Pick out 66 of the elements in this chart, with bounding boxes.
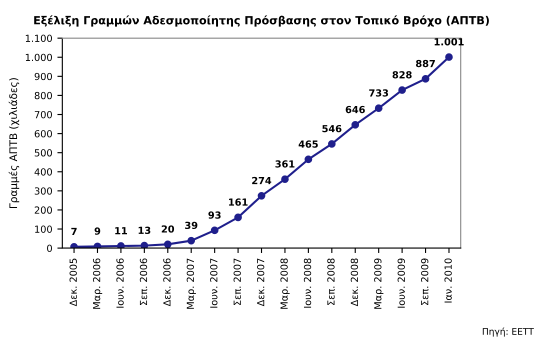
x-tick-label: Μαρ. 2007	[186, 258, 196, 309]
point	[351, 120, 360, 129]
data-label: 546	[322, 124, 342, 132]
y-tick-label: 100	[35, 226, 52, 233]
data-label: 465	[298, 140, 318, 148]
x-tick-label: Δεκ. 2008	[350, 258, 358, 306]
point	[164, 240, 172, 248]
point	[374, 104, 383, 112]
y-tick-label: 300	[34, 187, 52, 195]
point	[117, 242, 125, 248]
y-tick-label: 400	[34, 168, 52, 176]
y-tick-label: 700	[34, 110, 52, 118]
chart-title: Εξέλιξη Γραμμών Αδεσμοποίητης Πρόσβασης στον Τοπικό Βρόχο (ΑΠΤΒ)	[34, 15, 489, 27]
point	[398, 86, 406, 94]
x-tick-label: Σεπ. 2007	[234, 258, 241, 306]
x-tick-label: Ιουν. 2008	[304, 258, 312, 308]
data-label: 646	[346, 106, 365, 114]
y-tick-label: 500	[34, 149, 52, 157]
text: Πηγή: ΕΕΤΤ	[482, 327, 534, 337]
x-tick-label: Μαρ. 2008	[280, 258, 290, 309]
x-tick-label: Ιαν. 2010	[444, 258, 452, 303]
y-tick-label: 800	[34, 92, 52, 100]
x-tick-label: Ιουν. 2006	[116, 258, 124, 308]
x-tick-label: Δεκ. 2006	[163, 258, 171, 306]
y-tick-label: 1.100	[26, 34, 52, 42]
data-label: 274	[252, 176, 272, 184]
x-tick-label: Μαρ. 2006	[92, 258, 102, 309]
point	[445, 53, 453, 61]
data-label: 20	[162, 225, 174, 233]
y-tick-label: 0	[47, 244, 52, 252]
point	[258, 192, 266, 200]
point	[328, 140, 336, 148]
data-label: 361	[275, 160, 294, 168]
x-tick-label: Ιουν. 2007	[210, 258, 218, 308]
point	[187, 236, 196, 244]
point	[281, 175, 289, 184]
point	[422, 75, 430, 83]
data-label: 1.001	[434, 38, 464, 46]
x-tick-label: Ιουν. 2009	[398, 258, 405, 308]
y-tick-label: 1.000	[26, 54, 52, 62]
point	[210, 226, 218, 234]
x-tick-label: Σεπ. 2006	[140, 258, 148, 306]
data-label: 11	[115, 227, 128, 234]
x-tick-label: Μαρ. 2009	[374, 258, 384, 309]
data-label: 887	[416, 60, 435, 68]
x-tick-label: Δεκ. 2007	[256, 258, 264, 306]
y-tick-label: 600	[34, 130, 52, 138]
y-axis-title: Γραμμές ΑΠΤΒ (χιλιάδες)	[8, 78, 20, 208]
x-tick-label: Σεπ. 2009	[421, 258, 428, 306]
point	[94, 242, 102, 248]
y-tick-label: 900	[34, 72, 52, 80]
data-label: 161	[229, 198, 248, 206]
point	[140, 242, 148, 248]
data-label: 93	[208, 211, 221, 219]
data-label: 13	[138, 226, 150, 234]
data-label: 39	[185, 222, 198, 230]
data-label: 9	[94, 227, 100, 235]
point	[70, 242, 78, 248]
x-tick-label: Σεπ. 2008	[327, 258, 335, 306]
x-tick-label: Δεκ. 2005	[70, 258, 77, 306]
point	[234, 214, 242, 222]
y-tick-label: 200	[34, 206, 52, 214]
data-label: 7	[71, 228, 77, 236]
data-label: 828	[392, 71, 412, 78]
data-label: 733	[369, 89, 388, 97]
point	[304, 156, 312, 164]
